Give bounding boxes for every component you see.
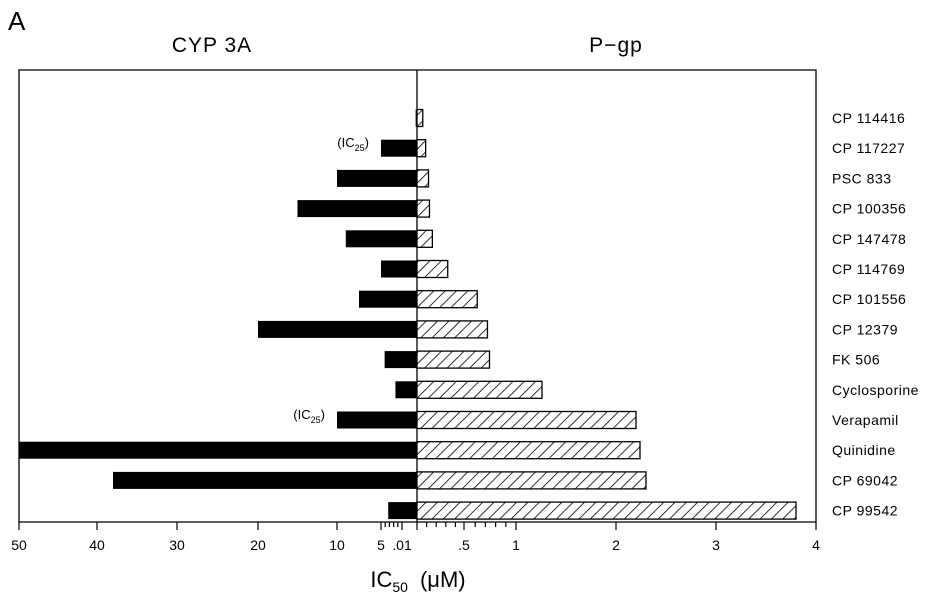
x-tick-label: .5	[458, 537, 470, 553]
pgp-bars	[417, 110, 796, 520]
right-panel-title: P−gp	[589, 34, 643, 57]
cyp3a-bar	[337, 412, 417, 429]
x-tick-label: 10	[329, 537, 345, 553]
pgp-bar	[417, 321, 487, 338]
pgp-bar	[417, 291, 477, 308]
pgp-bar	[417, 140, 426, 157]
cyp3a-bar	[395, 381, 417, 398]
x-tick-label: 5	[377, 537, 385, 553]
x-axis-label-sub: 50	[392, 579, 408, 595]
pgp-bar	[417, 412, 636, 429]
category-label: FK 506	[832, 352, 880, 368]
category-label: CP 114416	[832, 110, 905, 126]
pgp-bar	[417, 230, 432, 247]
x-axis-label: IC50 (μM)	[370, 567, 465, 595]
pgp-bar	[417, 472, 646, 489]
category-label: CP 101556	[832, 291, 906, 307]
pgp-bar	[417, 200, 429, 217]
category-label: CP 12379	[832, 321, 898, 337]
cyp3a-bar	[19, 442, 417, 459]
x-tick-label: 20	[250, 537, 266, 553]
category-label: CP 117227	[832, 140, 905, 156]
category-label: CP 100356	[832, 201, 906, 217]
category-labels: CP 114416 CP 117227 PSC 833 CP 100356 CP 147…	[832, 110, 919, 519]
cyp3a-bar	[385, 351, 417, 368]
panel-letter: A	[8, 6, 26, 36]
pgp-bar	[417, 502, 796, 519]
category-label: CP 114769	[832, 261, 905, 277]
ic25-note: (IC25)	[337, 135, 369, 153]
pgp-bar	[417, 261, 448, 278]
cyp3a-bar	[381, 140, 417, 157]
cyp3a-bar	[113, 472, 417, 489]
pgp-bar	[417, 351, 489, 368]
x-tick-label: 50	[11, 537, 27, 553]
x-tick-label: 4	[812, 537, 820, 553]
pgp-bar	[417, 170, 429, 187]
left-panel-title: CYP 3A	[172, 34, 252, 57]
pgp-bar	[417, 442, 640, 459]
cyp3a-bar	[381, 261, 417, 278]
ic25-note: (IC25)	[293, 407, 325, 425]
pgp-bar	[417, 110, 423, 127]
category-label: CP 99542	[832, 503, 898, 519]
x-tick-label: .01	[392, 537, 412, 553]
category-label: Quinidine	[832, 442, 896, 458]
category-label: CP 147478	[832, 231, 906, 247]
cyp3a-bar	[298, 200, 418, 217]
pgp-bar	[417, 381, 542, 398]
cyp3a-bar	[346, 230, 417, 247]
category-label: CP 69042	[832, 472, 898, 488]
cyp3a-bar	[359, 291, 417, 308]
x-tick-label: 1	[512, 537, 520, 553]
x-tick-label: 30	[169, 537, 185, 553]
x-tick-label: 2	[612, 537, 620, 553]
x-axis-label-main: IC	[370, 567, 392, 592]
category-label: PSC 833	[832, 170, 892, 186]
cyp3a-bar	[388, 502, 417, 519]
cyp3a-bars	[19, 110, 417, 520]
category-label: Verapamil	[832, 412, 899, 428]
x-axis-ticks: 50 40 30 20 10 5 .01 .5 1 2 3 4	[11, 522, 820, 553]
x-tick-label: 40	[89, 537, 105, 553]
x-axis-label-unit: (μM)	[420, 567, 466, 592]
x-tick-label: 3	[712, 537, 720, 553]
cyp3a-bar	[258, 321, 417, 338]
cyp3a-bar	[337, 170, 417, 187]
category-label: Cyclosporine	[832, 382, 919, 398]
